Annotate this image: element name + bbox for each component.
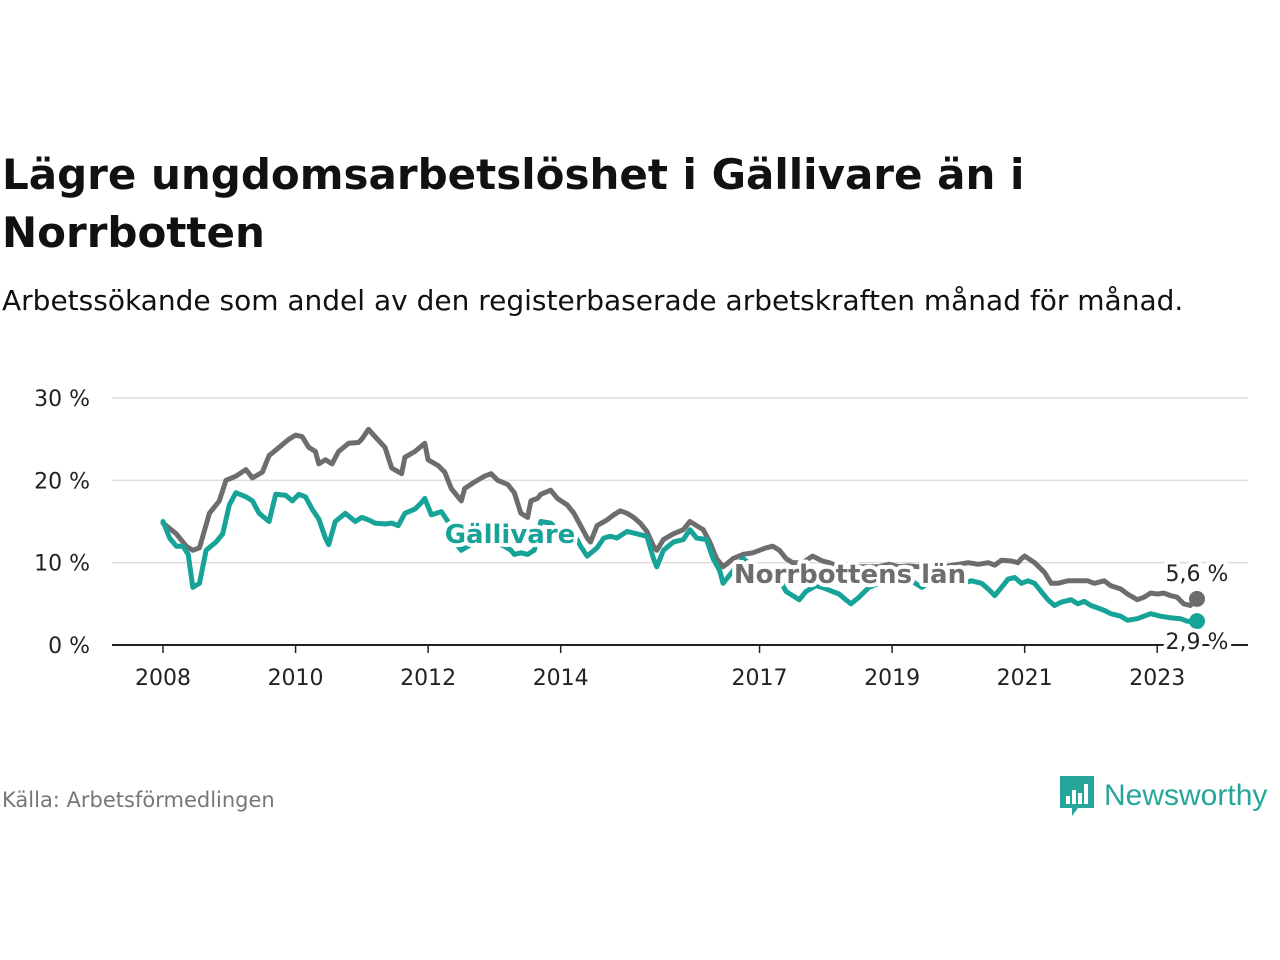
end-label-gallivare-halo: 2,9 % — [1166, 630, 1229, 655]
source-note: Källa: Arbetsförmedlingen — [2, 788, 275, 812]
label-gallivare-text: Gällivare — [445, 520, 576, 550]
y-axis-ticks: 0 % 10 % 20 % 30 % — [34, 387, 90, 659]
grid-lines — [112, 397, 1248, 646]
newsworthy-logo: Newsworthy — [1058, 774, 1267, 818]
x-axis-ticks: 2008 2010 2012 2014 2017 2019 2021 2023 — [135, 645, 1185, 691]
y-tick-label: 20 % — [34, 469, 90, 494]
label-gallivare-halo: Gällivare — [445, 520, 576, 550]
y-tick-label: 0 % — [48, 634, 90, 659]
x-tick-label: 2019 — [864, 666, 920, 691]
x-tick-label: 2023 — [1129, 666, 1185, 691]
x-tick-label: 2008 — [135, 666, 191, 691]
chart-subtitle: Arbetssökande som andel av den registerb… — [2, 284, 1184, 317]
end-label-norrbottens-lan: 5,6 %5,6 % — [1162, 558, 1233, 591]
logo-text: Newsworthy — [1104, 779, 1268, 812]
end-point-norrbottens-lan — [1189, 590, 1205, 607]
x-tick-label: 2012 — [400, 666, 456, 691]
end-label-gallivare-text: 2,9 % — [1166, 630, 1229, 655]
label-norrbottens-lan-text: Norrbottens län — [734, 560, 966, 590]
series-line-gallivare — [160, 490, 1200, 625]
y-tick-label: 30 % — [34, 387, 90, 412]
y-tick-label: 10 % — [34, 552, 90, 577]
end-label-norrbottens-lan-text: 5,6 % — [1166, 562, 1229, 587]
line-chart: 0 % 10 % 20 % 30 % 2008 2010 2012 2014 2017 2019… — [34, 387, 1248, 691]
newsworthy-chart-icon — [1060, 776, 1094, 816]
x-tick-label: 2017 — [732, 666, 788, 691]
end-label-norrbottens-lan-halo: 5,6 % — [1166, 562, 1229, 587]
chart-title: Lägre ungdomsarbetslöshet i Gällivare än… — [2, 150, 1025, 257]
series-lines — [160, 426, 1205, 630]
series-line-norrbottens-lan — [160, 426, 1200, 608]
end-point-gallivare — [1189, 613, 1205, 630]
x-tick-label: 2010 — [268, 666, 324, 691]
x-tick-label: 2014 — [533, 666, 589, 691]
end-label-gallivare: 2,9 %2,9 % — [1162, 626, 1233, 659]
x-tick-label: 2021 — [997, 666, 1053, 691]
label-norrbottens-lan-halo: Norrbottens län — [734, 560, 966, 590]
